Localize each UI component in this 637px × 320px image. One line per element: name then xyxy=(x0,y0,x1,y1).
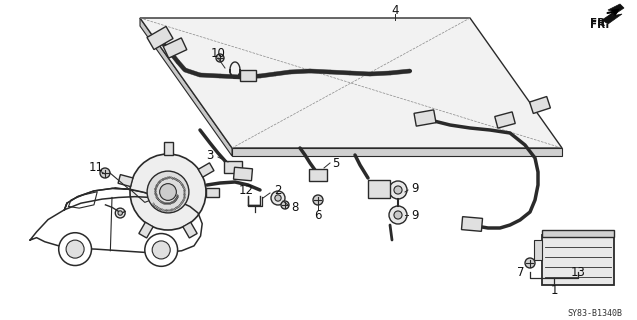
Text: 1: 1 xyxy=(550,284,558,297)
Bar xyxy=(495,112,515,128)
Bar xyxy=(309,169,327,181)
Circle shape xyxy=(152,241,170,259)
Text: 3: 3 xyxy=(206,148,213,162)
Text: 7: 7 xyxy=(517,266,525,278)
Circle shape xyxy=(147,171,189,213)
Text: 2: 2 xyxy=(275,183,282,196)
Bar xyxy=(206,188,218,196)
Bar xyxy=(534,240,542,260)
Bar xyxy=(461,217,483,231)
Circle shape xyxy=(66,240,84,258)
Text: 12: 12 xyxy=(238,183,254,196)
Text: SY83-B1340B: SY83-B1340B xyxy=(568,308,622,317)
Text: 9: 9 xyxy=(412,181,419,195)
Bar xyxy=(529,97,550,114)
Text: FR.: FR. xyxy=(590,20,610,30)
Text: 9: 9 xyxy=(412,209,419,221)
Polygon shape xyxy=(232,148,562,156)
Circle shape xyxy=(525,258,535,268)
Bar xyxy=(198,163,214,177)
Bar xyxy=(542,235,614,285)
Bar xyxy=(164,141,173,155)
Circle shape xyxy=(118,211,122,215)
Circle shape xyxy=(160,184,176,200)
Text: 10: 10 xyxy=(211,46,225,60)
Circle shape xyxy=(394,211,402,219)
Circle shape xyxy=(389,181,407,199)
Circle shape xyxy=(275,195,281,201)
Bar xyxy=(183,222,197,238)
Polygon shape xyxy=(140,18,232,156)
Circle shape xyxy=(389,206,407,224)
Circle shape xyxy=(313,195,323,205)
Circle shape xyxy=(100,168,110,178)
Circle shape xyxy=(59,233,92,266)
Circle shape xyxy=(115,208,125,218)
Circle shape xyxy=(130,154,206,230)
Circle shape xyxy=(216,54,224,62)
Polygon shape xyxy=(602,4,624,24)
Bar xyxy=(542,230,614,237)
Text: 4: 4 xyxy=(391,4,399,17)
Bar xyxy=(139,222,153,238)
Text: 5: 5 xyxy=(333,156,340,170)
Bar xyxy=(118,175,133,187)
Bar xyxy=(147,27,173,50)
Bar xyxy=(368,180,390,198)
Circle shape xyxy=(281,201,289,209)
Bar xyxy=(240,69,256,81)
Text: 8: 8 xyxy=(291,201,299,213)
Bar xyxy=(224,161,242,173)
Bar xyxy=(234,167,252,181)
Text: 6: 6 xyxy=(314,209,322,221)
Text: FR.: FR. xyxy=(590,18,610,28)
Polygon shape xyxy=(140,18,562,148)
Circle shape xyxy=(145,234,178,266)
Bar xyxy=(163,38,187,58)
Text: 13: 13 xyxy=(571,266,585,278)
Circle shape xyxy=(271,191,285,205)
Circle shape xyxy=(394,186,402,194)
Text: 11: 11 xyxy=(89,161,103,173)
Bar xyxy=(414,110,436,126)
